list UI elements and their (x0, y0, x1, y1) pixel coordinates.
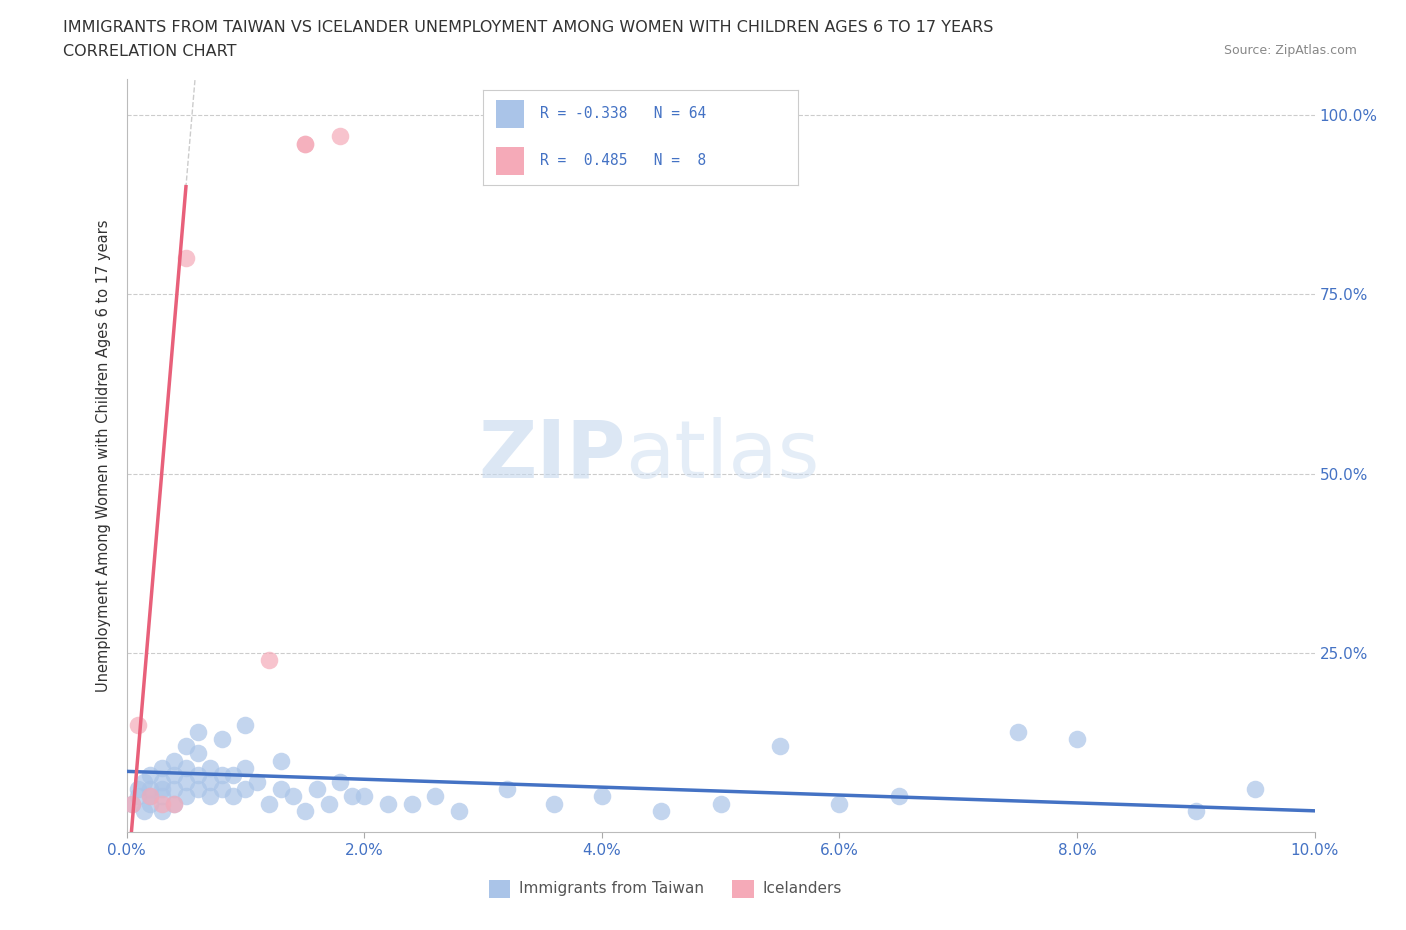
Text: atlas: atlas (626, 417, 820, 495)
Point (211, 732, 233, 747)
Point (174, 789, 197, 804)
Point (174, 738, 197, 753)
Point (257, 796, 280, 811)
Point (139, 789, 162, 804)
Point (121, 796, 143, 811)
Point (281, 789, 304, 804)
Point (710, 796, 733, 811)
Point (425, 789, 447, 804)
Point (198, 789, 221, 804)
Bar (733, 880, 754, 897)
Point (163, 753, 186, 768)
Point (150, 804, 173, 818)
Point (198, 775, 221, 790)
Text: Immigrants from Taiwan: Immigrants from Taiwan (519, 882, 703, 897)
Point (163, 782, 186, 797)
Point (150, 775, 173, 790)
Point (377, 796, 399, 811)
Point (134, 804, 156, 818)
Point (449, 804, 471, 818)
Text: Source: ZipAtlas.com: Source: ZipAtlas.com (1223, 44, 1357, 57)
Point (1007, 724, 1029, 739)
Point (401, 796, 423, 811)
Point (134, 775, 156, 790)
Point (270, 782, 292, 797)
Point (139, 796, 162, 811)
Point (591, 789, 613, 804)
Point (198, 761, 221, 776)
Point (1244, 782, 1267, 797)
Text: ZIP: ZIP (478, 417, 626, 495)
Text: Icelanders: Icelanders (762, 882, 842, 897)
Point (828, 796, 851, 811)
Point (318, 796, 340, 811)
Point (1066, 732, 1088, 747)
Point (127, 717, 149, 732)
Point (163, 796, 186, 811)
Point (187, 746, 209, 761)
Point (174, 761, 197, 776)
Point (233, 782, 257, 797)
Point (121, 796, 143, 811)
Point (233, 717, 257, 732)
Point (233, 761, 257, 776)
Y-axis label: Unemployment Among Women with Children Ages 6 to 17 years: Unemployment Among Women with Children A… (96, 219, 111, 692)
Point (270, 753, 292, 768)
Bar (489, 880, 510, 897)
Point (246, 775, 269, 790)
Point (342, 789, 364, 804)
Point (294, 136, 316, 151)
Point (150, 796, 173, 811)
Point (222, 789, 245, 804)
Text: CORRELATION CHART: CORRELATION CHART (63, 44, 236, 59)
Point (139, 767, 162, 782)
Point (163, 796, 186, 811)
Point (495, 782, 517, 797)
Point (139, 789, 162, 804)
Point (127, 789, 149, 804)
Point (887, 789, 910, 804)
Point (650, 804, 672, 818)
Point (150, 761, 173, 776)
Point (139, 782, 162, 797)
Point (329, 775, 352, 790)
Point (187, 782, 209, 797)
Point (211, 767, 233, 782)
Point (187, 724, 209, 739)
Point (294, 136, 316, 151)
Point (222, 767, 245, 782)
Point (294, 804, 316, 818)
Point (163, 767, 186, 782)
Point (305, 782, 328, 797)
Point (329, 129, 352, 144)
Point (211, 782, 233, 797)
Point (543, 796, 565, 811)
Point (769, 738, 792, 753)
Point (1184, 804, 1206, 818)
Point (150, 789, 173, 804)
Text: IMMIGRANTS FROM TAIWAN VS ICELANDER UNEMPLOYMENT AMONG WOMEN WITH CHILDREN AGES : IMMIGRANTS FROM TAIWAN VS ICELANDER UNEM… (63, 20, 994, 35)
Point (174, 251, 197, 266)
Point (174, 775, 197, 790)
Point (127, 782, 149, 797)
Point (353, 789, 375, 804)
Point (257, 653, 280, 668)
Point (150, 782, 173, 797)
Point (187, 767, 209, 782)
